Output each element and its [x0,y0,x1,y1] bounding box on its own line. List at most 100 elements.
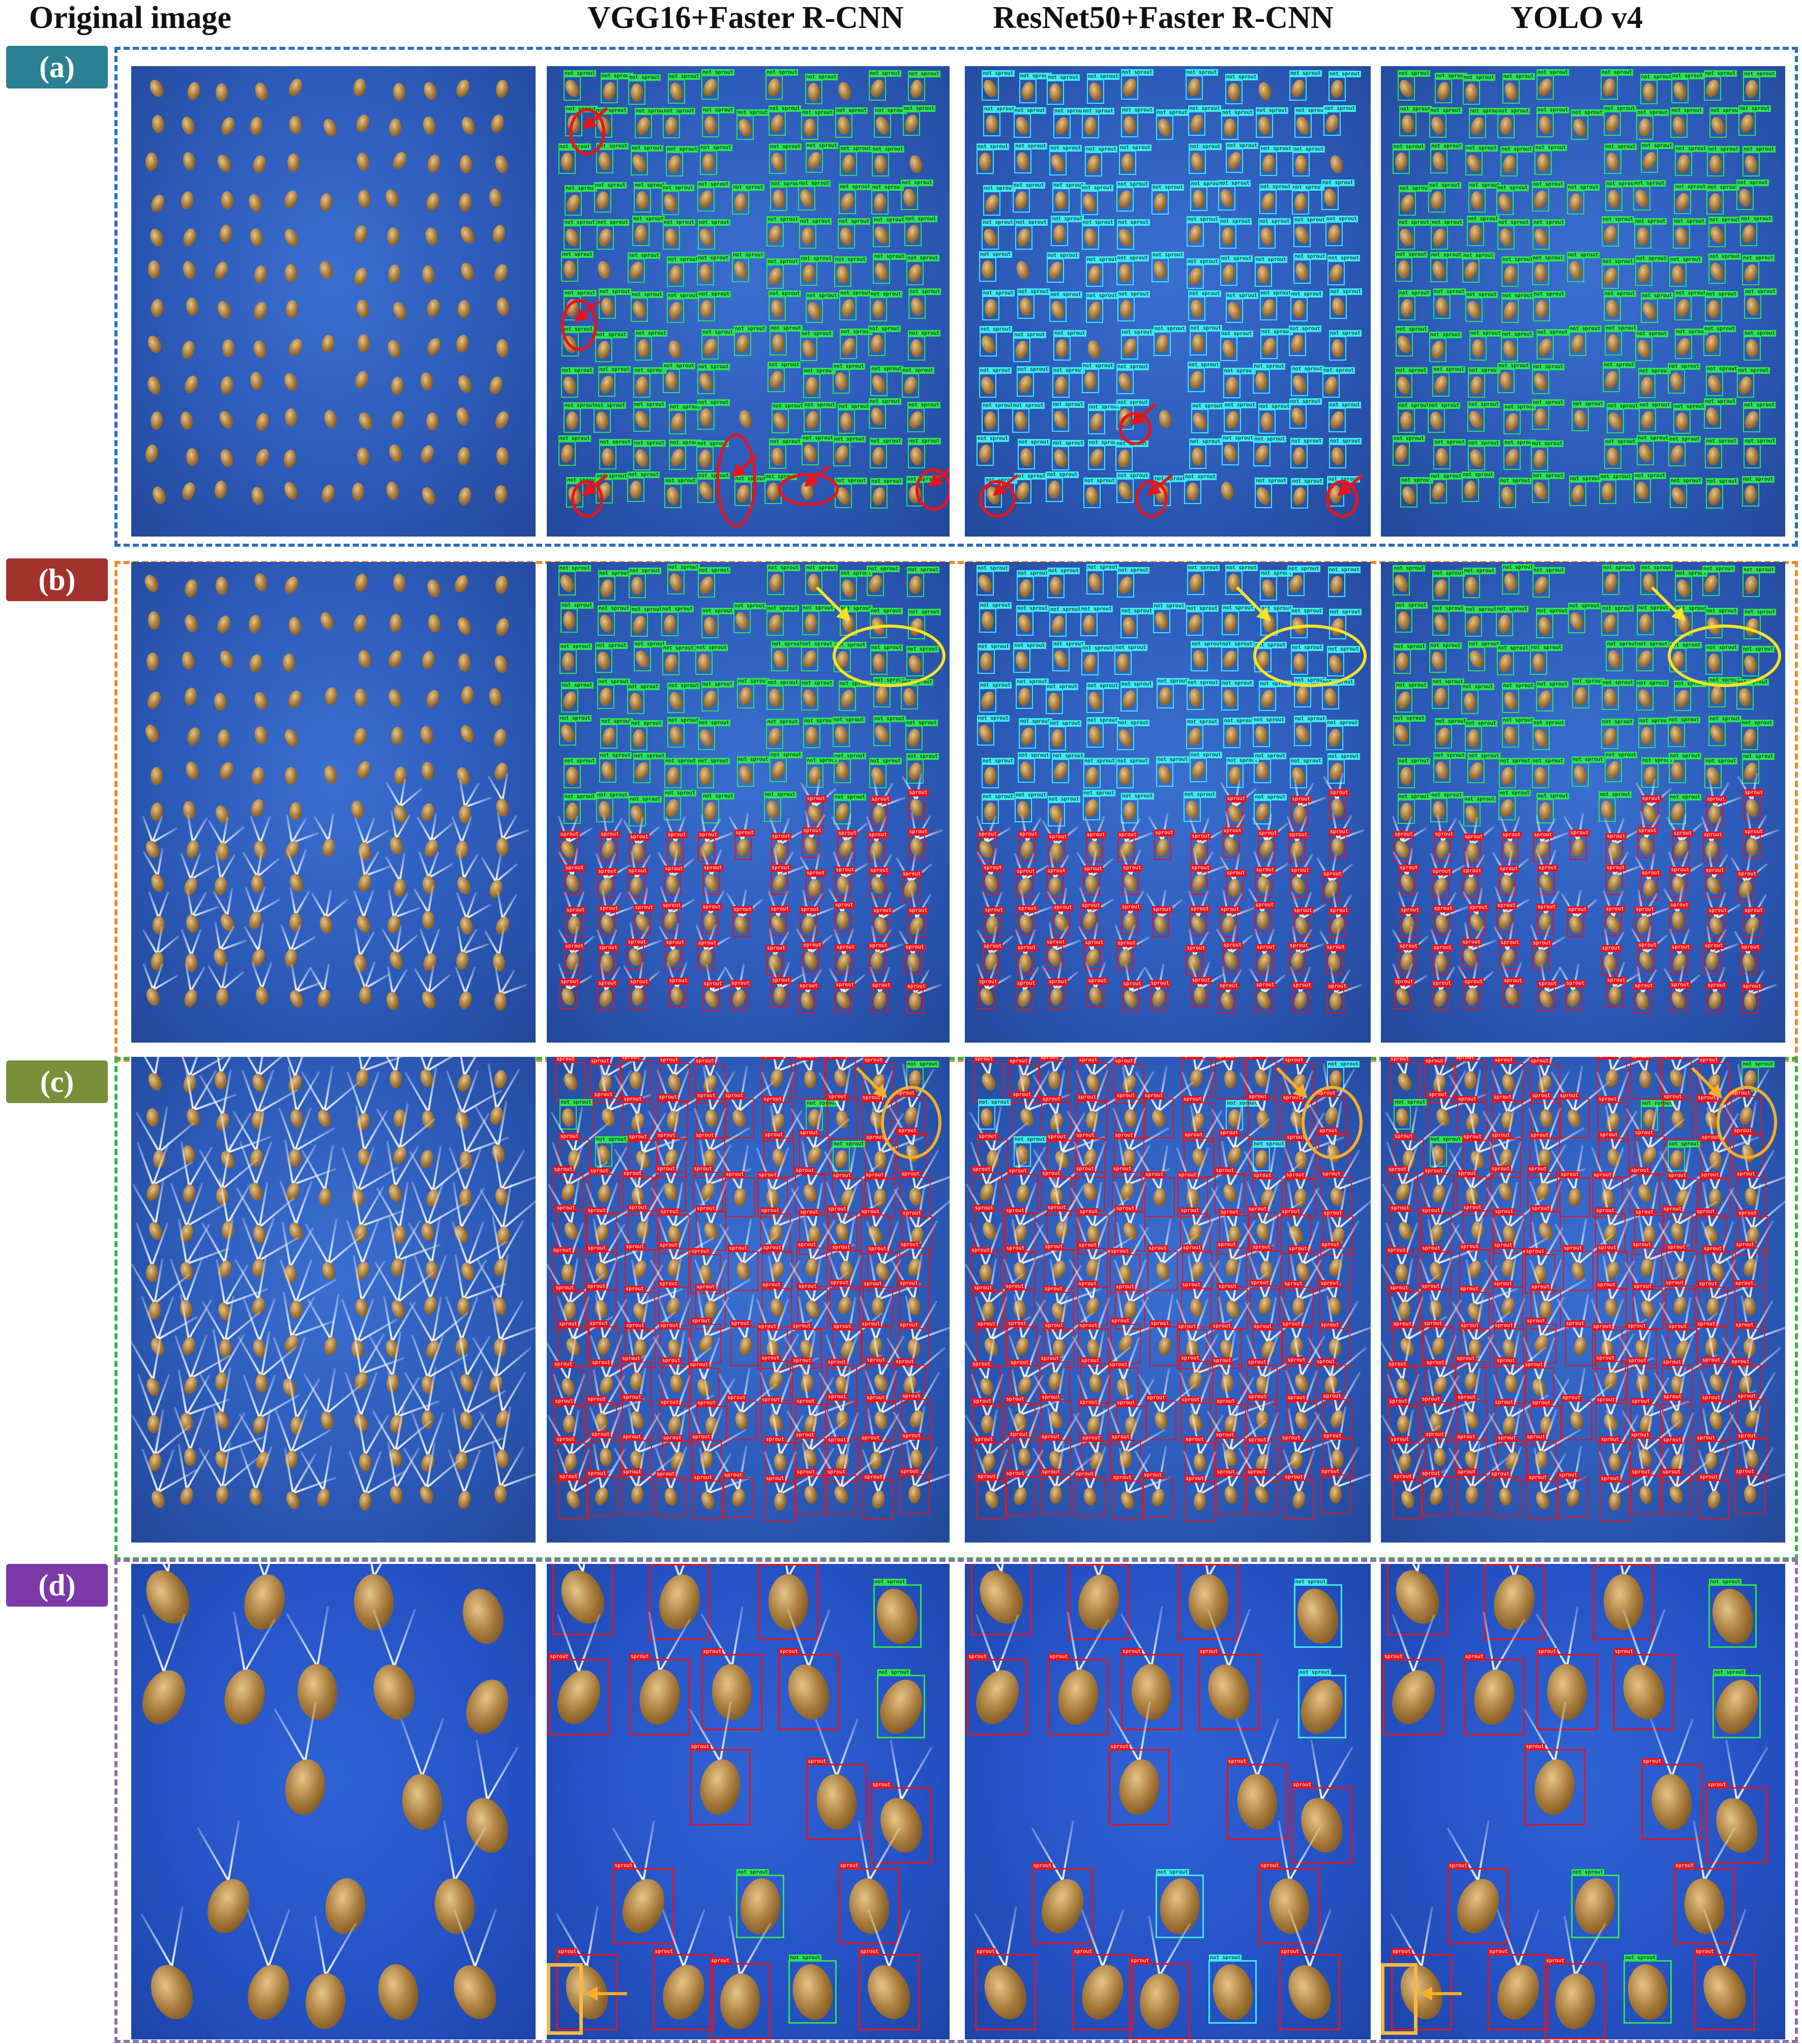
not-sprout-detection-box: not sprout [1537,792,1570,823]
not-sprout-detection-box: not sprout [979,367,1012,398]
sprout-label: sprout [564,942,585,950]
not-sprout-label: not sprout [1223,717,1256,724]
sprout-detection-box: sprout [1047,979,1069,1010]
not-sprout-label: not sprout [1637,604,1670,611]
not-sprout-label: not sprout [1531,254,1564,261]
not-sprout-detection-box: not sprout [1049,720,1082,751]
not-sprout-label: not sprout [1328,401,1362,408]
sprout-label: sprout [1537,864,1558,871]
sprout-detection-box: sprout [835,981,855,1012]
not-sprout-detection-box: not sprout [1568,602,1601,633]
sprout-label: sprout [831,1244,851,1251]
not-sprout-detection-box: not sprout [1189,752,1222,782]
seed [458,1410,475,1431]
sprout-label: sprout [832,1172,852,1179]
not-sprout-label: not sprout [838,218,871,225]
seed [387,227,399,246]
sprout-label: sprout [1109,1248,1130,1255]
not-sprout-detection-box: not sprout [630,145,664,176]
not-sprout-detection-box: not sprout [1185,69,1218,100]
not-sprout-label: not sprout [832,1140,865,1147]
sprout-label: sprout [1080,902,1101,909]
sprout-detection-box: sprout [771,977,792,1008]
sprout-label: sprout [1008,1167,1028,1174]
not-sprout-label: not sprout [1433,438,1466,446]
not-sprout-detection-box: not sprout [874,107,907,138]
seed [1466,842,1479,861]
not-sprout-label: not sprout [1430,473,1463,480]
not-sprout-detection-box: not sprout [1225,292,1258,323]
not-sprout-label: not sprout [1707,145,1740,153]
sprout-detection-box: sprout [1215,1057,1246,1099]
sprout [235,1057,260,1076]
missed-detection-ellipse [560,299,597,351]
sprout [280,924,292,952]
not-sprout-detection-box: not sprout [1190,181,1223,212]
not-sprout-detection-box: not sprout [697,364,730,395]
not-sprout-label: not sprout [1429,107,1462,114]
not-sprout-detection-box: not sprout [1222,435,1255,466]
not-sprout-label: not sprout [600,718,633,725]
seed [217,760,236,782]
seed [287,988,306,1010]
not-sprout-detection-box: not sprout [983,185,1016,216]
not-sprout-label: not sprout [1706,184,1739,191]
not-sprout-detection-box: not sprout [1743,71,1776,102]
not-sprout-detection-box: not sprout [1668,752,1702,783]
seed [455,334,470,354]
not-sprout-detection-box: not sprout [1496,645,1529,676]
not-sprout-label: not sprout [1635,255,1668,262]
sprout-label: sprout [586,1245,607,1252]
seed [144,986,162,1008]
not-sprout-label: not sprout [1081,107,1115,114]
sprout-label: sprout [797,1283,818,1290]
panel-a-yolo: not sprout not sprout not sprout not sprout… [1381,66,1785,537]
not-sprout-label: not sprout [1222,604,1255,611]
not-sprout-detection-box: not sprout [1252,716,1286,747]
sprout-detection-box: sprout [656,1132,687,1178]
not-sprout-label: not sprout [1189,324,1222,332]
not-sprout-label: not sprout [664,477,697,484]
not-sprout-label: not sprout [908,437,941,445]
seed [215,299,233,320]
not-sprout-detection-box: not sprout [1462,252,1495,283]
not-sprout-label: not sprout [1052,182,1085,189]
not-sprout-label: not sprout [869,758,902,765]
sprout-label: sprout [1286,1395,1307,1402]
not-sprout-label: not sprout [1290,607,1323,614]
sprout [431,1218,441,1263]
sprout-label: sprout [908,907,929,914]
not-sprout-detection-box: not sprout [1601,605,1634,636]
sprout [464,966,476,994]
sprout-label: sprout [1219,1129,1239,1136]
sprout-detection-box: sprout [1431,868,1452,899]
panel-a-original [131,66,536,537]
row-frame-b [114,561,1798,1062]
sprout-label: sprout [1151,906,1173,913]
not-sprout-detection-box: not sprout [1329,288,1362,319]
not-sprout-label: not sprout [803,368,836,375]
not-sprout-label: not sprout [1638,368,1671,375]
not-sprout-label: not sprout [1153,325,1187,332]
sprout-label: sprout [625,1243,645,1251]
sprout-label: sprout [1606,833,1627,840]
sprout [354,817,366,845]
not-sprout-detection-box: not sprout [803,717,836,748]
not-sprout-detection-box: not sprout [1668,363,1701,394]
not-sprout-label: not sprout [1121,792,1154,799]
sprout-detection-box: sprout [908,828,929,859]
not-sprout-label: not sprout [763,791,796,798]
panel-c-vgg: sproutsproutsproutsproutsproutsproutspro… [547,1057,950,1543]
seed [317,259,335,281]
not-sprout-detection-box: not sprout [902,105,935,136]
seed [143,722,161,745]
sprout-label: sprout [1670,866,1691,873]
not-sprout-label: not sprout [701,792,735,799]
not-sprout-label: not sprout [1532,472,1565,480]
not-sprout-detection-box: not sprout [1740,215,1773,246]
not-sprout-detection-box: not sprout [1117,720,1150,751]
sprout-label: sprout [1047,979,1069,986]
not-sprout-label: not sprout [1501,256,1534,263]
not-sprout-detection-box: not sprout [1223,401,1256,432]
not-sprout-detection-box: not sprout [1704,758,1737,789]
